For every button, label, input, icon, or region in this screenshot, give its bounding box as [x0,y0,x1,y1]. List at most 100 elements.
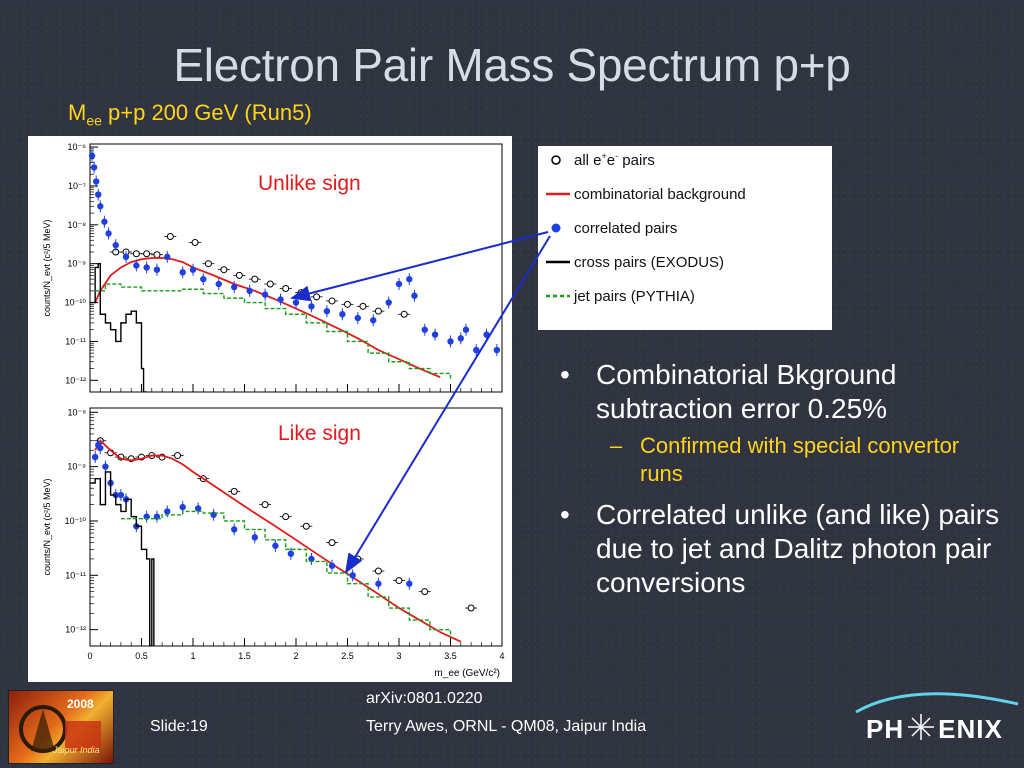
data-point-all-pairs [395,577,403,585]
data-point-correlated [431,331,439,338]
mass-spectrum-plot: 10⁻⁶ 10⁻⁷ 10⁻⁸ 10⁻⁹ 10⁻¹⁰ 10⁻¹¹ 10⁻¹² counts/N_… [28,136,512,682]
data-point-correlated [308,303,315,310]
x-tick-label: 0.5 [135,651,148,661]
data-point-correlated [97,203,104,210]
data-point-correlated [277,296,284,303]
data-point-all-pairs [354,555,362,563]
series-line-black-line [90,471,155,646]
series-line-black-line [90,262,147,392]
plot-subtitle: Mee p+p 200 GeV (Run5) [68,100,312,129]
data-point-all-pairs [166,233,174,241]
presenter-credit: Terry Awes, ORNL - QM08, Jaipur India [366,718,647,735]
data-point-all-pairs [374,567,382,575]
series-line-red-line [94,439,462,643]
data-point-correlated [457,335,464,342]
data-point-all-pairs [143,250,151,258]
data-point-all-pairs [204,260,212,268]
arxiv-reference: arXiv:0801.0220 [366,690,483,707]
bullet-item: • Correlated unlike (and like) pairs due … [560,499,1000,598]
data-point-all-pairs [328,539,336,547]
data-point-all-pairs [313,293,321,301]
y-axis-label: counts/N_evt (c²/5 MeV) [42,219,52,316]
data-point-correlated [133,262,140,269]
data-point-all-pairs [297,289,305,297]
data-point-correlated [246,287,253,295]
data-point-correlated [143,264,150,271]
y-tick-label: 10⁻⁹ [67,259,86,269]
y-tick-label: 10⁻¹⁰ [65,298,87,308]
x-tick-label: 0 [87,651,92,661]
y-tick-label: 10⁻⁶ [68,142,87,152]
series-line-green-dash [120,510,452,639]
bullet-list: • Combinatorial Bkground subtraction erro… [560,358,1000,608]
y-tick-label: 10⁻¹¹ [65,570,86,580]
data-point-all-pairs [374,307,382,315]
data-point-correlated [90,164,98,171]
data-point-correlated [231,526,238,533]
data-point-all-pairs [235,271,243,279]
data-point-all-pairs [261,501,269,509]
data-point-correlated [308,555,315,563]
y-tick-label: 10⁻¹² [65,625,86,635]
data-point-all-pairs [220,266,228,274]
x-tick-label: 2.5 [341,651,354,661]
data-point-correlated [462,326,470,333]
data-point-correlated [287,550,295,557]
data-point-all-pairs [421,588,429,596]
data-point-all-pairs [302,522,310,530]
data-point-correlated [91,453,99,461]
data-point-correlated [92,178,100,185]
x-tick-label: 1.5 [238,651,251,661]
x-tick-label: 1 [190,651,195,661]
data-point-correlated [194,505,202,512]
qm08-logo: 2008 Jaipur India [8,690,114,764]
data-point-correlated [385,299,392,306]
data-point-correlated [215,280,222,288]
data-point-correlated [292,299,300,306]
data-point-correlated [339,311,346,318]
data-point-correlated [261,291,269,298]
data-point-correlated [200,275,207,283]
data-point-correlated [117,491,125,499]
data-point-correlated [395,280,403,288]
data-point-correlated [122,253,130,261]
data-point-all-pairs [230,487,238,495]
y-tick-label: 10⁻⁹ [67,462,86,472]
data-point-correlated [349,572,356,579]
data-point-correlated [112,241,119,249]
legend-item-combinatorial: combinatorial background [546,185,746,203]
data-point-correlated [328,562,336,569]
bullet-item: • Combinatorial Bkground subtraction erro… [560,359,897,424]
data-point-correlated [101,218,108,225]
data-point-correlated [411,292,418,299]
data-point-correlated [406,580,413,587]
slide-number: Slide:19 [150,718,208,735]
phenix-logo: PH ENIX [855,692,1019,745]
x-tick-label: 3.5 [444,651,457,661]
data-point-correlated [473,346,480,354]
data-point-correlated [447,338,454,345]
data-point-all-pairs [132,250,140,258]
data-point-correlated [370,317,377,324]
data-point-all-pairs [251,275,259,283]
data-point-correlated [153,266,161,273]
data-point-all-pairs [400,310,408,318]
data-point-correlated [406,275,413,283]
x-tick-label: 4 [499,651,504,661]
y-tick-label: 10⁻¹² [65,375,86,385]
data-point-correlated [251,534,258,541]
y-tick-label: 10⁻¹¹ [65,336,86,346]
x-tick-label: 2 [293,651,298,661]
y-tick-label: 10⁻⁸ [67,407,86,417]
data-point-correlated [179,503,186,511]
y-tick-label: 10⁻⁸ [67,220,86,230]
legend: all e+e- pairs combinatorial background … [538,146,832,330]
data-point-correlated [179,269,186,276]
legend-item-correlated: correlated pairs [544,218,677,238]
data-point-correlated [493,346,501,354]
data-point-all-pairs [174,452,182,460]
legend-item-jet-pairs: jet pairs (PYTHIA) [546,287,695,305]
data-point-all-pairs [153,251,161,259]
data-point-correlated [95,191,102,198]
data-point-all-pairs [191,239,199,247]
